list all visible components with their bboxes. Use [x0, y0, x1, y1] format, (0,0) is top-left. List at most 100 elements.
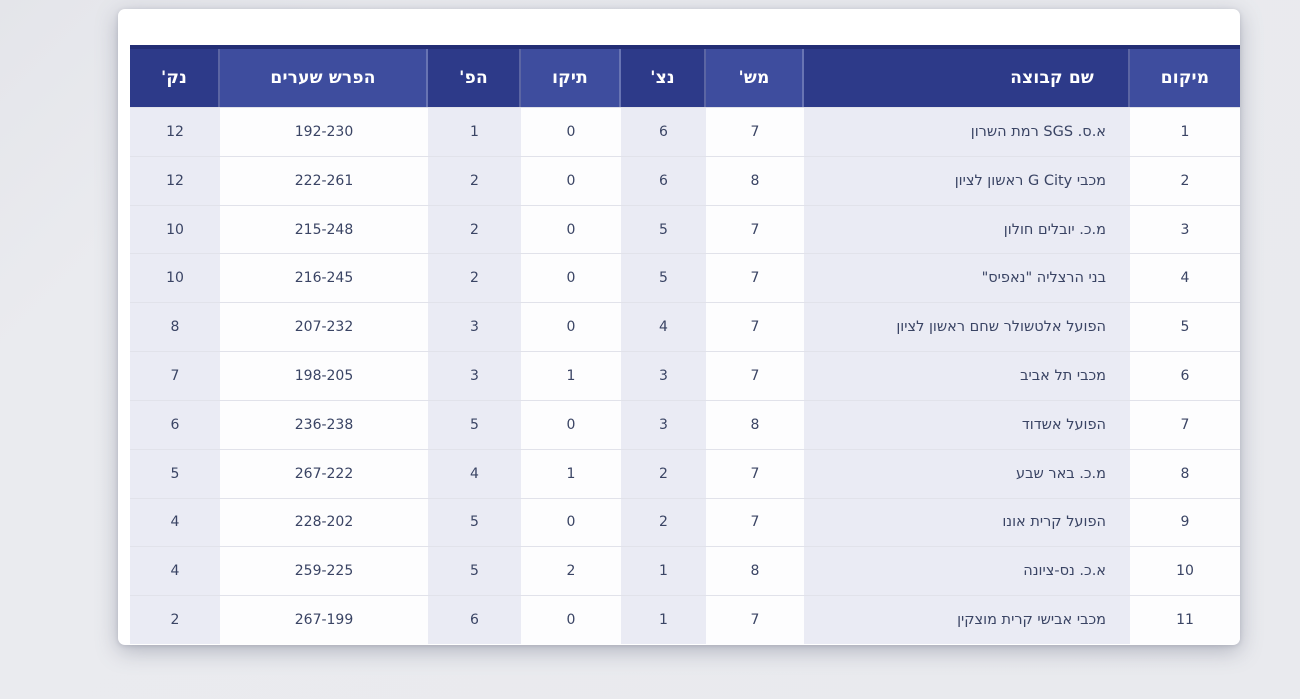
cell-draws-row-8-value: 1 — [566, 465, 576, 482]
cell-position-row-4: 4 — [1130, 253, 1240, 303]
cell-points-row-8: 5 — [130, 448, 220, 498]
cell-position-row-5: 5 — [1130, 302, 1240, 352]
cell-wins-row-8-value: 2 — [659, 465, 668, 482]
cell-team-row-9: הפועל קרית אונו — [804, 497, 1130, 547]
cell-points-row-4: 10 — [130, 253, 220, 303]
cell-team-row-4: בני הרצליה "נאפיס" — [804, 253, 1130, 303]
cell-position-row-7-value: 7 — [1180, 416, 1190, 433]
cell-losses-row-9-value: 5 — [470, 514, 479, 531]
cell-goal_diff-row-7: 236-238 — [220, 399, 428, 449]
cell-games-row-3-value: 7 — [750, 221, 760, 238]
cell-losses-row-3-value: 2 — [470, 221, 479, 238]
cell-points-row-9-value: 4 — [170, 514, 180, 531]
cell-draws-row-2: 0 — [521, 155, 621, 205]
cell-goal_diff-row-7-value: 236-238 — [294, 416, 354, 433]
cell-wins-row-1-value: 6 — [659, 123, 668, 140]
cell-draws-row-1: 0 — [521, 107, 621, 156]
cell-points-row-7: 6 — [130, 399, 220, 449]
column-header-games-label: מש' — [738, 68, 770, 88]
cell-team-row-8: מ.כ. באר שבע — [804, 448, 1130, 498]
cell-losses-row-5: 3 — [428, 302, 521, 352]
cell-team-row-4-value: בני הרצליה "נאפיס" — [981, 270, 1106, 287]
cell-games-row-8: 7 — [706, 448, 804, 498]
cell-wins-row-7: 3 — [621, 399, 706, 449]
cell-position-row-5-value: 5 — [1180, 319, 1190, 336]
cell-wins-row-6-value: 3 — [659, 367, 668, 384]
cell-goal_diff-row-11-value: 267-199 — [294, 612, 354, 629]
cell-draws-row-9: 0 — [521, 497, 621, 547]
cell-points-row-1: 12 — [130, 107, 220, 156]
cell-draws-row-2-value: 0 — [566, 172, 576, 189]
cell-wins-row-4: 5 — [621, 253, 706, 303]
cell-team-row-8-value: מ.כ. באר שבע — [1016, 465, 1106, 482]
cell-losses-row-6: 3 — [428, 351, 521, 400]
cell-games-row-11: 7 — [706, 595, 804, 644]
cell-goal_diff-row-6-value: 198-205 — [294, 367, 354, 384]
cell-games-row-7-value: 8 — [750, 416, 760, 433]
cell-wins-row-5: 4 — [621, 302, 706, 352]
cell-goal_diff-row-3: 215-248 — [220, 204, 428, 254]
cell-points-row-10-value: 4 — [170, 563, 180, 580]
cell-losses-row-1: 1 — [428, 107, 521, 156]
cell-games-row-10: 8 — [706, 546, 804, 596]
cell-draws-row-10: 2 — [521, 546, 621, 596]
column-header-wins: נצ' — [621, 49, 706, 107]
cell-team-row-2-value: מכבי G City ראשון לציון — [954, 172, 1106, 189]
cell-games-row-11-value: 7 — [750, 612, 760, 629]
cell-games-row-10-value: 8 — [750, 563, 760, 580]
cell-points-row-4-value: 10 — [166, 270, 184, 287]
cell-team-row-3-value: מ.כ. יובלים חולון — [1003, 221, 1106, 238]
cell-points-row-6-value: 7 — [170, 367, 180, 384]
cell-goal_diff-row-3-value: 215-248 — [294, 221, 354, 238]
cell-points-row-8-value: 5 — [170, 465, 180, 482]
column-header-goal_diff: הפרש שערים — [220, 49, 428, 107]
column-header-points-label: נק' — [160, 68, 188, 88]
cell-team-row-3: מ.כ. יובלים חולון — [804, 204, 1130, 254]
cell-position-row-3-value: 3 — [1180, 221, 1190, 238]
cell-wins-row-7-value: 3 — [659, 416, 668, 433]
cell-goal_diff-row-2: 222-261 — [220, 155, 428, 205]
column-header-games: מש' — [706, 49, 804, 107]
cell-goal_diff-row-9-value: 228-202 — [294, 514, 354, 531]
cell-wins-row-10-value: 1 — [659, 563, 668, 580]
cell-goal_diff-row-4: 216-245 — [220, 253, 428, 303]
cell-goal_diff-row-8-value: 267-222 — [294, 465, 354, 482]
cell-goal_diff-row-11: 267-199 — [220, 595, 428, 644]
cell-team-row-5-value: הפועל אלטשולר שחם ראשון לציון — [896, 319, 1106, 336]
cell-points-row-10: 4 — [130, 546, 220, 596]
cell-games-row-5-value: 7 — [750, 319, 760, 336]
column-header-position-label: מיקום — [1160, 68, 1210, 88]
cell-losses-row-4-value: 2 — [470, 270, 479, 287]
cell-team-row-11: מכבי אבישי קרית מוצקין — [804, 595, 1130, 644]
cell-position-row-10: 10 — [1130, 546, 1240, 596]
cell-draws-row-3: 0 — [521, 204, 621, 254]
cell-goal_diff-row-10-value: 259-225 — [294, 563, 354, 580]
cell-team-row-6: מכבי תל אביב — [804, 351, 1130, 400]
cell-wins-row-3: 5 — [621, 204, 706, 254]
cell-draws-row-7: 0 — [521, 399, 621, 449]
cell-wins-row-2-value: 6 — [659, 172, 668, 189]
column-header-losses-label: הפ' — [459, 68, 488, 88]
cell-losses-row-6-value: 3 — [470, 367, 479, 384]
column-header-team: שם קבוצה — [804, 49, 1130, 107]
cell-games-row-5: 7 — [706, 302, 804, 352]
cell-team-row-1-value: א.ס. SGS רמת השרון — [970, 123, 1106, 140]
cell-losses-row-3: 2 — [428, 204, 521, 254]
cell-team-row-11-value: מכבי אבישי קרית מוצקין — [957, 612, 1106, 629]
cell-wins-row-4-value: 5 — [659, 270, 668, 287]
table-header-top-border — [130, 45, 1240, 49]
cell-draws-row-10-value: 2 — [566, 563, 576, 580]
cell-draws-row-11-value: 0 — [566, 612, 576, 629]
cell-games-row-1-value: 7 — [750, 123, 760, 140]
cell-position-row-11-value: 11 — [1176, 612, 1194, 629]
column-header-team-label: שם קבוצה — [1010, 68, 1094, 88]
cell-games-row-7: 8 — [706, 399, 804, 449]
cell-losses-row-7: 5 — [428, 399, 521, 449]
column-header-points: נק' — [130, 49, 220, 107]
cell-position-row-10-value: 10 — [1176, 563, 1194, 580]
cell-draws-row-7-value: 0 — [566, 416, 576, 433]
cell-games-row-3: 7 — [706, 204, 804, 254]
cell-team-row-2: מכבי G City ראשון לציון — [804, 155, 1130, 205]
cell-team-row-10: א.כ. נס-ציונה — [804, 546, 1130, 596]
